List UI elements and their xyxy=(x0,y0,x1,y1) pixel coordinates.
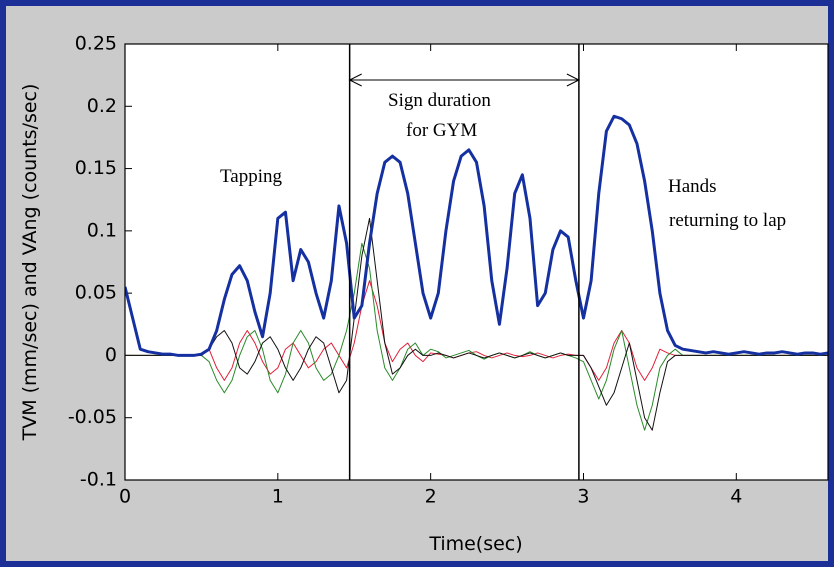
x-tick-label: 0 xyxy=(119,486,131,508)
y-tick-label: 0.1 xyxy=(87,219,117,241)
annotation: returning to lap xyxy=(669,210,786,231)
y-tick-label: 0.05 xyxy=(75,282,117,304)
data-line xyxy=(125,114,829,357)
data-line xyxy=(125,217,828,431)
x-tick-label: 1 xyxy=(272,486,284,508)
plot-border xyxy=(124,43,829,481)
x-axis-label: Time(sec) xyxy=(428,533,522,555)
y-tick-label: 0.15 xyxy=(75,157,117,179)
y-tick-label: 0.2 xyxy=(87,95,117,117)
x-tick-label: 2 xyxy=(425,486,437,508)
y-tick-label: -0.1 xyxy=(80,469,117,491)
series-group xyxy=(125,114,829,431)
overlay xyxy=(348,44,581,480)
plot-area xyxy=(125,44,828,480)
y-tick-label: 0.25 xyxy=(75,33,117,55)
annotation: Tapping xyxy=(220,166,282,187)
y-tick-label: 0 xyxy=(105,344,117,366)
annotation: for GYM xyxy=(406,120,477,141)
x-tick-label: 3 xyxy=(577,486,589,508)
x-tick-label: 4 xyxy=(730,486,742,508)
axes-ticks: -0.1 -0.05 0 0.05 0.1 0.15 0.2 0.25 0 1 2 3 4 xyxy=(68,33,743,508)
y-axis-label: TVM (mm/sec) and VAng (counts/sec) xyxy=(19,84,41,442)
y-tick-label: -0.05 xyxy=(68,406,117,428)
annotation: Sign duration xyxy=(388,90,491,111)
annotation: Hands xyxy=(668,176,717,197)
duration-arrow xyxy=(348,73,581,87)
